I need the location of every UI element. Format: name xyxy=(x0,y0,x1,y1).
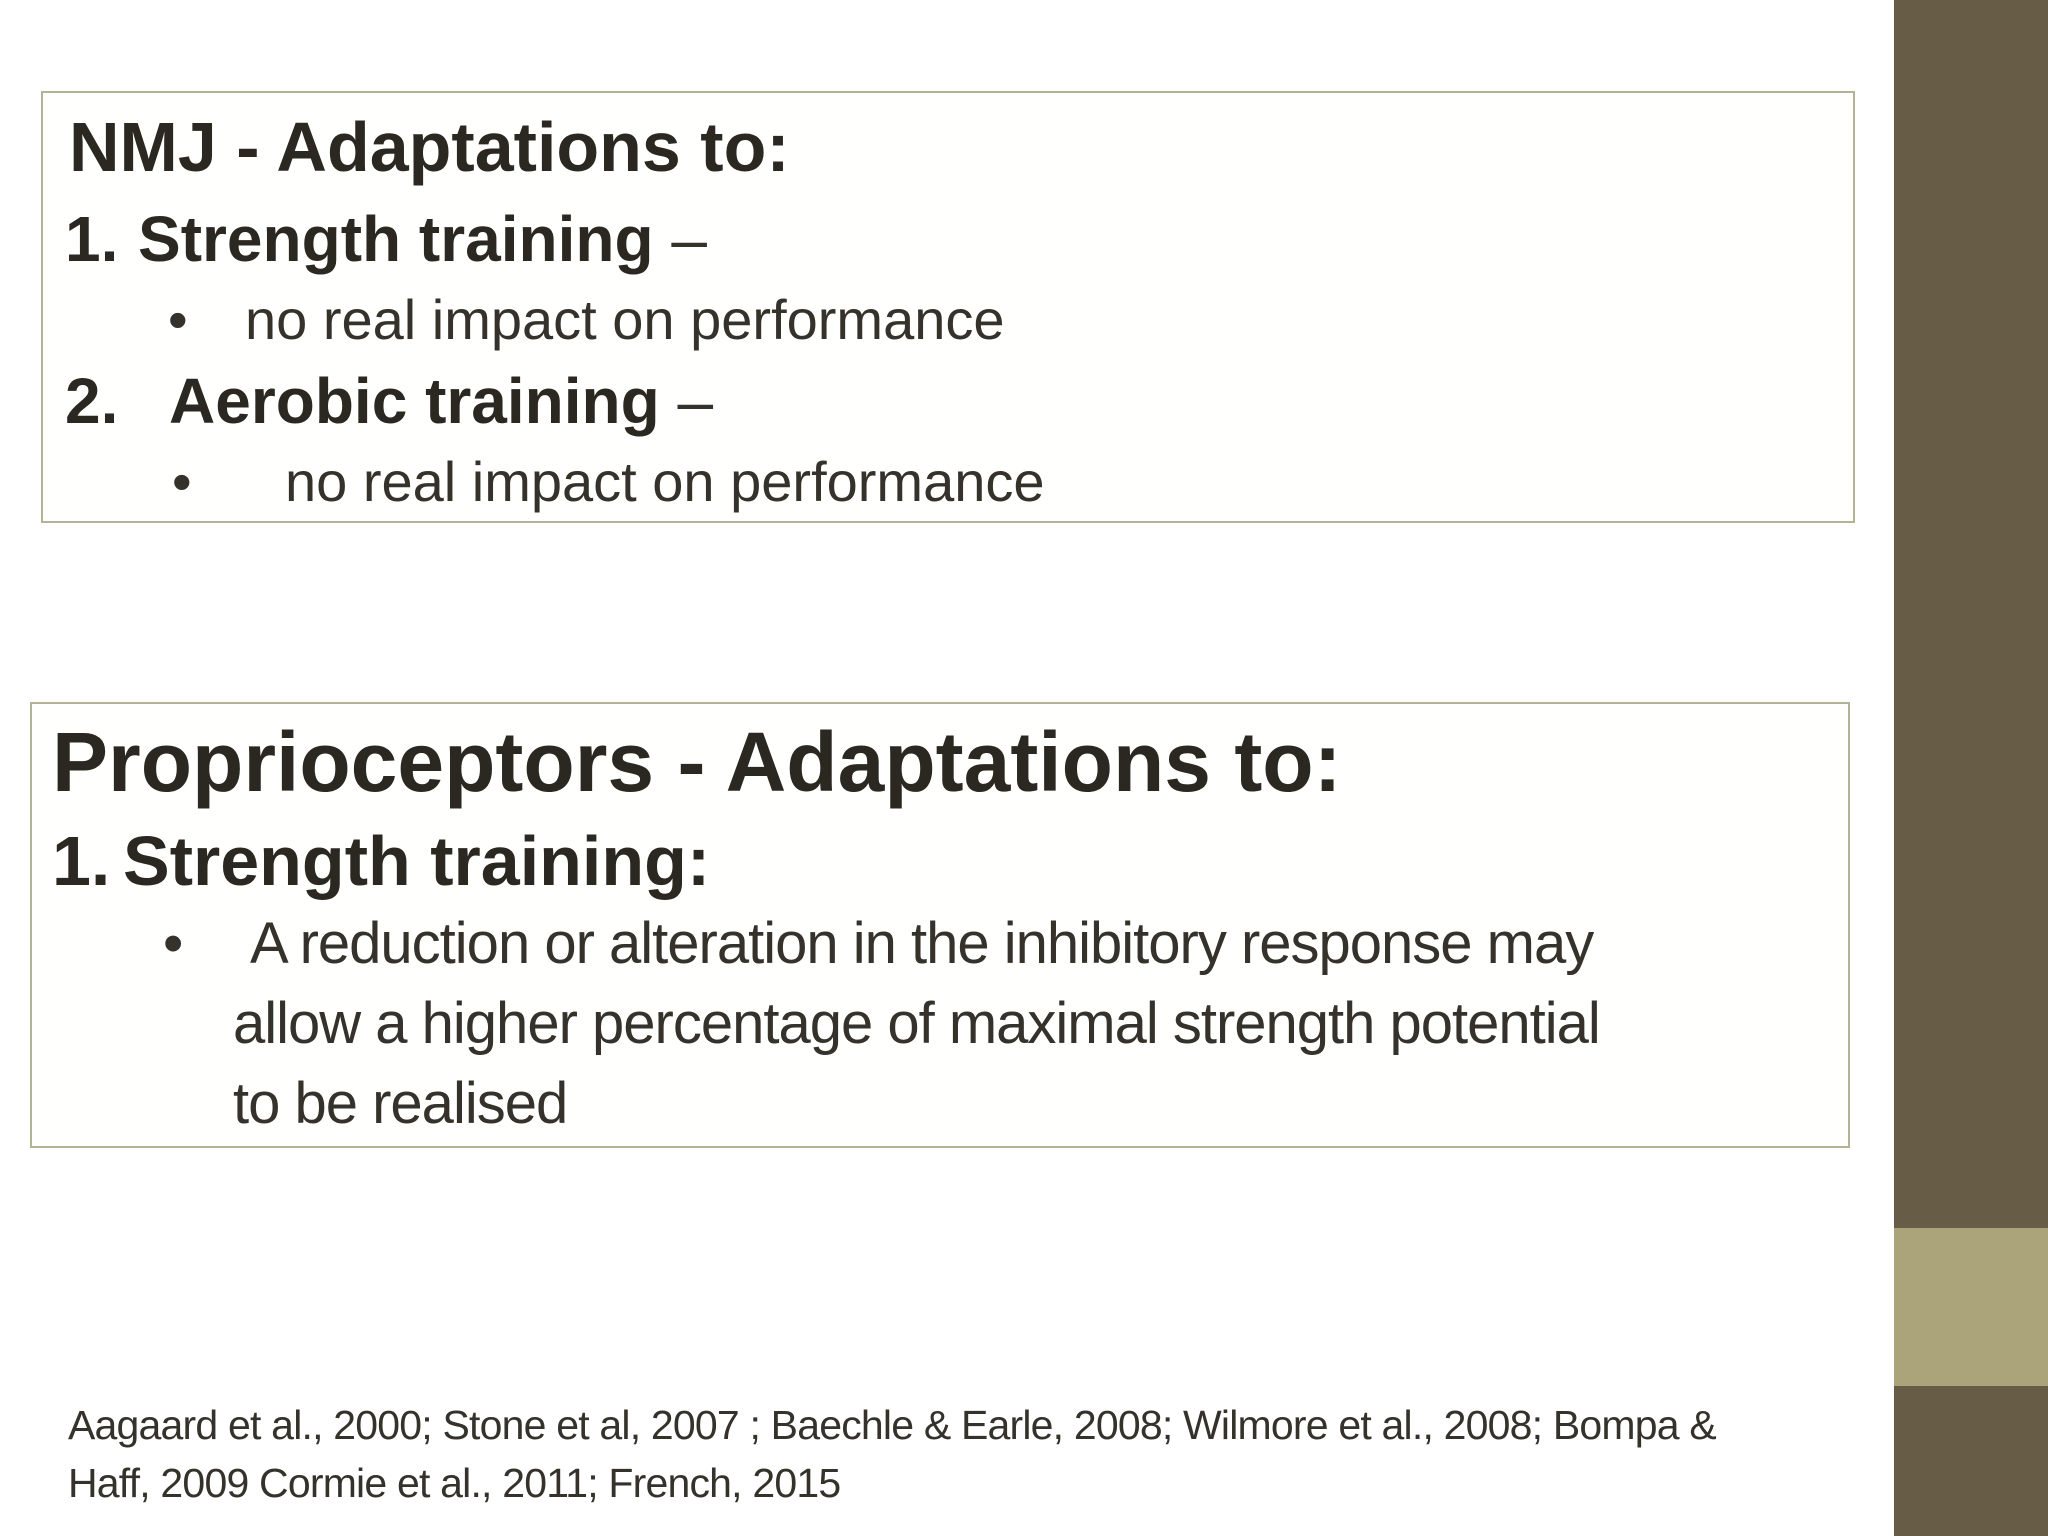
item-dash: – xyxy=(653,203,707,275)
nmj-bullet-1: • no real impact on performance xyxy=(168,281,1843,359)
bullet-icon: • xyxy=(172,450,192,513)
item-dash: – xyxy=(659,365,714,437)
proprioceptors-box-title: Proprioceptors - Adaptations to: xyxy=(52,715,1342,809)
bullet-text-line: A reduction or alteration in the inhibit… xyxy=(250,911,1594,976)
proprioceptors-list-item-1: 1. Strength training: xyxy=(52,818,1838,904)
bullet-text: no real impact on performance xyxy=(245,288,1005,351)
nmj-box-title: NMJ - Adaptations to: xyxy=(69,108,790,186)
bullet-text-line: to be realised xyxy=(233,1071,568,1136)
bullet-text: A reduction or alteration in the inhibit… xyxy=(233,904,1601,1144)
accent-sidebar xyxy=(1894,0,2048,1536)
item-number: 1. xyxy=(52,822,111,900)
nmj-list-item-2: 2. Aerobic training – xyxy=(65,359,1843,443)
proprioceptors-adaptations-box: Proprioceptors - Adaptations to: 1. Stre… xyxy=(30,702,1850,1148)
accent-sidebar-light-band xyxy=(1894,1228,2048,1386)
nmj-bullet-2: • no real impact on performance xyxy=(172,443,1843,521)
bullet-icon: • xyxy=(168,288,188,351)
item-label: Aerobic training – xyxy=(169,365,714,437)
bullet-icon: • xyxy=(163,911,184,976)
item-label: Strength training: xyxy=(123,822,711,900)
item-number: 2. xyxy=(65,365,119,437)
accent-sidebar-dark-bottom xyxy=(1894,1386,2048,1536)
citations-line-1: Aagaard et al., 2000; Stone et al, 2007 … xyxy=(68,1402,1717,1448)
item-label: Strength training – xyxy=(138,203,707,275)
nmj-list-item-1: 1. Strength training – xyxy=(65,197,1843,281)
item-number: 1. xyxy=(65,203,119,275)
bullet-text: no real impact on performance xyxy=(285,450,1045,513)
accent-sidebar-dark-top xyxy=(1894,0,2048,1228)
citations: Aagaard et al., 2000; Stone et al, 2007 … xyxy=(68,1396,1898,1512)
citations-line-2: Haff, 2009 Cormie et al., 2011; French, … xyxy=(68,1460,841,1506)
proprioceptors-bullet-1: • A reduction or alteration in the inhib… xyxy=(163,904,1838,1144)
nmj-adaptations-box: NMJ - Adaptations to: 1. Strength traini… xyxy=(41,91,1855,523)
bullet-text-line: allow a higher percentage of maximal str… xyxy=(233,991,1601,1056)
